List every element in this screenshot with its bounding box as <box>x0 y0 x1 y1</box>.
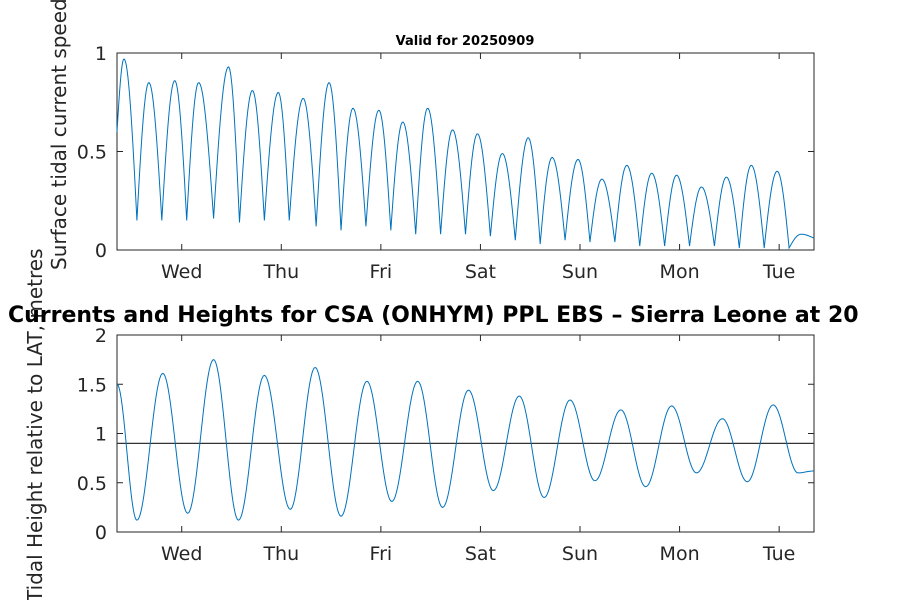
bottom-plot-area <box>116 334 815 533</box>
x-tick-label: Sun <box>562 543 598 565</box>
y-tick-label: 0.5 <box>77 473 107 495</box>
top-x-axis: Wed Thu Fri Sat Sun Mon Tue <box>161 53 795 283</box>
bottom-x-axis: Wed Thu Fri Sat Sun Mon Tue <box>161 335 795 565</box>
x-tick-label: Tue <box>762 261 795 283</box>
x-tick-label: Mon <box>660 543 700 565</box>
bottom-chart: 0 0.5 1 1.5 2 Wed Thu Fri Sat Sun Mon Tue Tidal He… <box>23 248 815 600</box>
top-plot-area <box>116 52 815 251</box>
bottom-y-axis-label: Tidal Height relative to LAT, metres <box>23 248 47 600</box>
x-tick-label: Wed <box>161 261 202 283</box>
top-series-line <box>116 58 815 250</box>
y-tick-label: 1 <box>95 43 107 65</box>
top-y-axis-label: Surface tidal current speed, knots <box>47 0 71 270</box>
y-tick-label: 1 <box>95 424 107 446</box>
y-tick-label: 0 <box>95 240 107 262</box>
bottom-series-line <box>116 359 815 521</box>
x-tick-label: Mon <box>660 261 700 283</box>
x-tick-label: Sat <box>465 543 496 565</box>
x-tick-label: Wed <box>161 543 202 565</box>
y-tick-label: 0.5 <box>77 142 107 164</box>
top-chart-title: Valid for 20250909 <box>396 34 535 49</box>
x-tick-label: Thu <box>262 543 299 565</box>
y-tick-label: 0 <box>95 522 107 544</box>
x-tick-label: Fri <box>370 261 393 283</box>
x-tick-label: Fri <box>370 543 393 565</box>
top-chart: Valid for 20250909 00.51 Wed Thu Fri Sat Sun… <box>47 0 815 283</box>
x-tick-label: Tue <box>762 543 795 565</box>
x-tick-label: Thu <box>262 261 299 283</box>
main-title: Currents and Heights for CSA (ONHYM) PPL… <box>8 303 859 328</box>
y-tick-label: 2 <box>95 325 107 347</box>
y-tick-label: 1.5 <box>77 374 107 396</box>
x-tick-label: Sat <box>465 261 496 283</box>
top-y-axis: 00.51 <box>77 43 814 262</box>
x-tick-label: Sun <box>562 261 598 283</box>
bottom-y-axis: 0 0.5 1 1.5 2 <box>77 325 814 544</box>
